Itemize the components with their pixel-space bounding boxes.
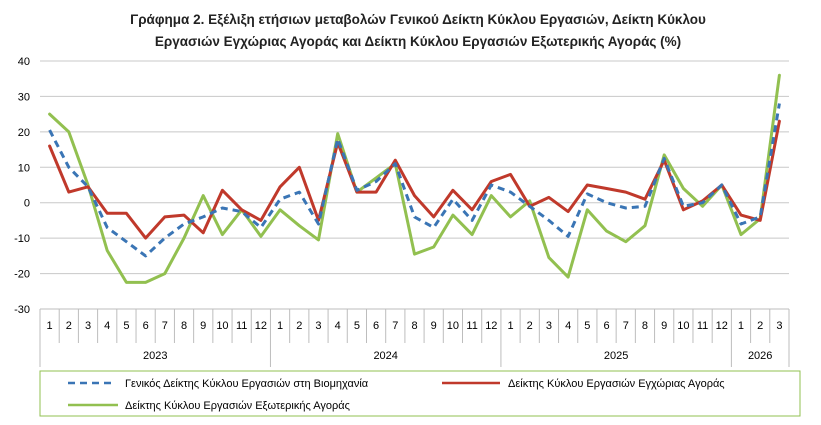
x-tick-label: 7 bbox=[392, 320, 398, 332]
x-tick-label: 8 bbox=[181, 320, 187, 332]
x-tick-label: 4 bbox=[565, 320, 571, 332]
x-tick-label: 1 bbox=[507, 320, 513, 332]
x-tick-label: 4 bbox=[335, 320, 341, 332]
x-tick-label: 3 bbox=[85, 320, 91, 332]
x-tick-label: 9 bbox=[661, 320, 667, 332]
year-label: 2025 bbox=[604, 350, 628, 362]
x-tick-label: 10 bbox=[677, 320, 689, 332]
legend-label-domestic-index: Δείκτης Κύκλου Εργασιών Εγχώριας Αγοράς bbox=[508, 378, 725, 390]
gridlines bbox=[40, 60, 789, 310]
y-tick-label: 30 bbox=[18, 91, 30, 103]
x-tick-label: 3 bbox=[776, 320, 782, 332]
x-tick-label: 6 bbox=[143, 320, 149, 332]
y-tick-label: -30 bbox=[14, 304, 30, 316]
chart-title-line-2: Εργασιών Εγχώριας Αγοράς και Δείκτη Κύκλ… bbox=[155, 34, 681, 49]
series-line-2 bbox=[48, 73, 781, 284]
x-tick-label: 11 bbox=[697, 320, 708, 332]
x-tick-label: 9 bbox=[200, 320, 206, 332]
x-tick-label: 2 bbox=[296, 320, 302, 332]
series-lines bbox=[48, 73, 781, 284]
legend-frame bbox=[39, 370, 801, 417]
year-label: 2023 bbox=[143, 350, 167, 362]
x-axis: 1 2 3 4 5 6 7 8 9 10 11 12 1 2 3 4 5 6 7 8 9 10 11 12 1 2 3 4 5 6 7 8 9 1… bbox=[39, 308, 790, 367]
x-tick-label: 5 bbox=[354, 320, 360, 332]
x-tick-label: 7 bbox=[162, 320, 168, 332]
x-tick-label: 5 bbox=[123, 320, 129, 332]
y-tick-label: 40 bbox=[18, 56, 30, 68]
y-tick-label: 20 bbox=[18, 127, 30, 139]
x-tick-label: 12 bbox=[716, 320, 728, 332]
y-tick-label: -10 bbox=[14, 233, 30, 245]
y-axis-tick-labels: -30 -20 -10 0 10 20 30 40 bbox=[14, 56, 30, 316]
x-tick-label: 1 bbox=[738, 320, 744, 332]
x-tick-label: 10 bbox=[216, 320, 228, 332]
x-tick-label: 1 bbox=[47, 320, 53, 332]
chart-title: Γράφημα 2. Εξέλιξη ετήσιων μεταβολών Γεν… bbox=[130, 12, 706, 49]
x-tick-label: 1 bbox=[277, 320, 283, 332]
x-tick-label: 11 bbox=[466, 320, 477, 332]
legend-label-general-index: Γενικός Δείκτης Κύκλου Εργασιών στη Βιομ… bbox=[125, 378, 369, 390]
x-tick-label: 6 bbox=[373, 320, 379, 332]
x-tick-label: 2 bbox=[66, 320, 72, 332]
x-tick-label: 11 bbox=[236, 320, 247, 332]
x-tick-label: 8 bbox=[642, 320, 648, 332]
x-tick-label: 9 bbox=[431, 320, 437, 332]
x-tick-label: 10 bbox=[447, 320, 459, 332]
x-tick-label: 8 bbox=[411, 320, 417, 332]
y-tick-label: 0 bbox=[24, 198, 30, 210]
y-tick-label: -20 bbox=[14, 269, 30, 281]
x-tick-label: 2 bbox=[757, 320, 763, 332]
x-tick-label: 7 bbox=[623, 320, 629, 332]
x-tick-label: 3 bbox=[315, 320, 321, 332]
x-tick-label: 2 bbox=[527, 320, 533, 332]
year-label: 2024 bbox=[373, 350, 397, 362]
legend-label-external-index: Δείκτης Κύκλου Εργασιών Εξωτερικής Αγορά… bbox=[125, 400, 350, 412]
x-tick-label: 5 bbox=[584, 320, 590, 332]
series-line-0 bbox=[48, 103, 781, 258]
x-tick-label: 4 bbox=[104, 320, 110, 332]
x-tick-label: 12 bbox=[485, 320, 497, 332]
chart-title-line-1: Γράφημα 2. Εξέλιξη ετήσιων μεταβολών Γεν… bbox=[130, 12, 706, 27]
y-tick-label: 10 bbox=[18, 162, 30, 174]
x-tick-label: 6 bbox=[603, 320, 609, 332]
legend: Γενικός Δείκτης Κύκλου Εργασιών στη Βιομ… bbox=[39, 370, 801, 417]
x-tick-label: 3 bbox=[546, 320, 552, 332]
year-label: 2026 bbox=[748, 350, 772, 362]
x-tick-label: 12 bbox=[255, 320, 267, 332]
